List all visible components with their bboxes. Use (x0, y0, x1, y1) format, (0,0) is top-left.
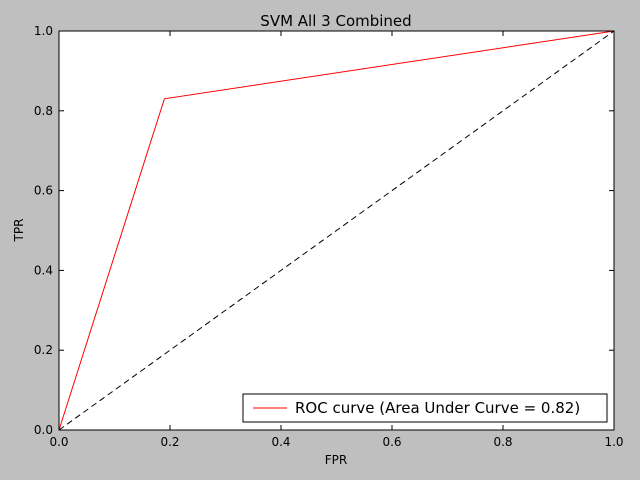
y-tick-label: 0.2 (34, 343, 53, 357)
diagonal-reference-line (58, 30, 615, 431)
legend-label-roc: ROC curve (Area Under Curve = 0.82) (295, 399, 580, 417)
x-tick-label: 0.0 (49, 435, 68, 449)
legend-box (242, 393, 608, 423)
x-tick-label: 0.4 (271, 435, 290, 449)
y-tick-label: 0.4 (34, 263, 53, 277)
y-tick-label: 1.0 (34, 24, 53, 38)
x-tick-label: 0.8 (493, 435, 512, 449)
legend: ROC curve (Area Under Curve = 0.82) (242, 393, 608, 423)
series-lines (58, 30, 615, 431)
x-tick-label: 0.6 (382, 435, 401, 449)
plot-frame (58, 30, 615, 431)
x-tick-label: 0.2 (160, 435, 179, 449)
axis-tick-labels: 0.0 0.2 0.4 0.6 0.8 1.0 0.0 0.2 0.4 0.6 0.8 1.0 (34, 24, 624, 449)
x-tick-label: 1.0 (604, 435, 623, 449)
roc-curve-line (58, 30, 615, 431)
x-axis-label: FPR (325, 453, 347, 467)
y-tick-label: 0.6 (34, 184, 53, 198)
y-tick-label: 0.0 (34, 423, 53, 437)
y-axis-label: TPR (12, 219, 26, 243)
chart-title: SVM All 3 Combined (260, 12, 411, 30)
y-tick-label: 0.8 (34, 104, 53, 118)
